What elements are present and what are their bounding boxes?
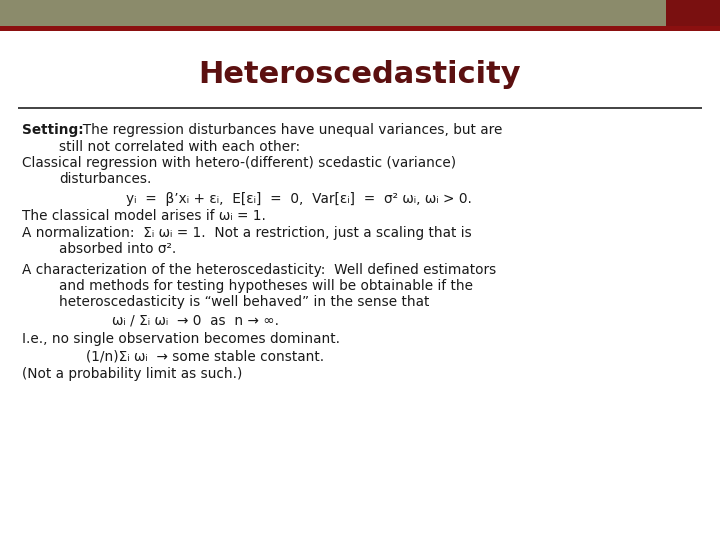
- Bar: [0, 0, 666, 26]
- Text: I.e., no single observation becomes dominant.: I.e., no single observation becomes domi…: [22, 332, 340, 346]
- Text: Heteroscedasticity: Heteroscedasticity: [199, 60, 521, 89]
- Text: yᵢ  =  β’xᵢ + εᵢ,  E[εᵢ]  =  0,  Var[εᵢ]  =  σ² ωᵢ, ωᵢ > 0.: yᵢ = β’xᵢ + εᵢ, E[εᵢ] = 0, Var[εᵢ] = σ² …: [126, 192, 472, 206]
- Text: (1/n)Σᵢ ωᵢ  → some stable constant.: (1/n)Σᵢ ωᵢ → some stable constant.: [86, 349, 325, 363]
- Text: Classical regression with hetero-(different) scedastic (variance): Classical regression with hetero-(differ…: [22, 156, 456, 170]
- Text: The regression disturbances have unequal variances, but are: The regression disturbances have unequal…: [74, 123, 503, 137]
- Text: ωᵢ / Σᵢ ωᵢ  → 0  as  n → ∞.: ωᵢ / Σᵢ ωᵢ → 0 as n → ∞.: [112, 314, 279, 328]
- Text: A normalization:  Σᵢ ωᵢ = 1.  Not a restriction, just a scaling that is: A normalization: Σᵢ ωᵢ = 1. Not a restri…: [22, 226, 472, 240]
- Text: and methods for testing hypotheses will be obtainable if the: and methods for testing hypotheses will …: [59, 279, 473, 293]
- Bar: [666, 0, 720, 26]
- Text: The classical model arises if ωᵢ = 1.: The classical model arises if ωᵢ = 1.: [22, 209, 266, 223]
- Text: heteroscedasticity is “well behaved” in the sense that: heteroscedasticity is “well behaved” in …: [59, 295, 429, 309]
- Text: absorbed into σ².: absorbed into σ².: [59, 242, 176, 256]
- Text: still not correlated with each other:: still not correlated with each other:: [59, 140, 300, 154]
- Text: A characterization of the heteroscedasticity:  Well defined estimators: A characterization of the heteroscedasti…: [22, 263, 496, 277]
- Text: Setting:: Setting:: [22, 123, 84, 137]
- Text: (Not a probability limit as such.): (Not a probability limit as such.): [22, 367, 242, 381]
- Bar: [0, 26, 720, 31]
- Text: disturbances.: disturbances.: [59, 172, 151, 186]
